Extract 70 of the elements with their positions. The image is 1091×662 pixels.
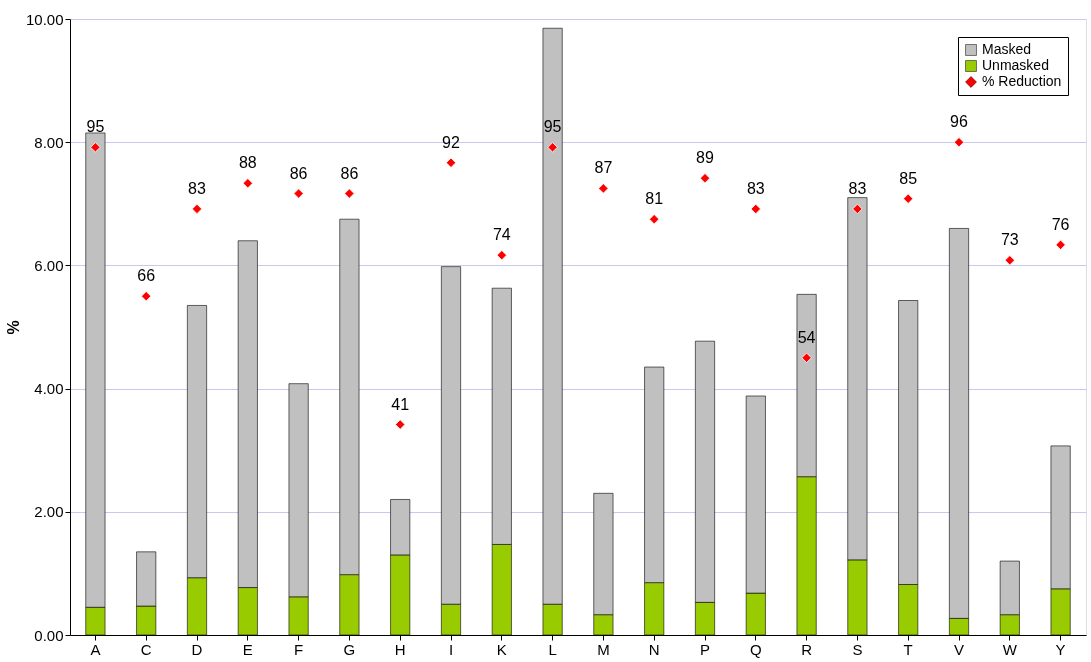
x-tick-label: M <box>597 640 610 658</box>
point <box>293 188 304 199</box>
point <box>1004 255 1015 266</box>
point <box>344 188 355 199</box>
data-label: 85 <box>899 169 918 187</box>
x-tick-label: D <box>191 640 203 658</box>
x-tick-label: A <box>90 640 101 658</box>
data-label: 89 <box>696 149 714 167</box>
data-label: 83 <box>848 179 867 197</box>
data-label: 76 <box>1051 215 1070 233</box>
point <box>90 142 101 153</box>
data-label: 81 <box>645 190 664 208</box>
x-tick-label: L <box>548 640 557 658</box>
data-label: 95 <box>86 118 105 136</box>
x-tick-label: N <box>648 640 660 658</box>
data-label: 92 <box>442 133 460 151</box>
point <box>699 172 711 184</box>
y-tick-label: 0.00 <box>34 626 64 644</box>
data-label: 96 <box>950 113 968 131</box>
data-label: 73 <box>1000 231 1019 249</box>
data-label: 54 <box>797 328 816 346</box>
point <box>903 193 914 204</box>
y-tick-label: 4.00 <box>34 380 64 398</box>
y-tick-label: 2.00 <box>34 503 64 521</box>
x-tick-label: W <box>1002 640 1018 658</box>
y-tick-label: 6.00 <box>34 256 64 274</box>
data-label: 95 <box>543 118 562 136</box>
x-tick-label: P <box>699 640 711 658</box>
data-label: 88 <box>238 154 257 172</box>
legend-label: Masked <box>982 41 1032 57</box>
x-tick-label: I <box>448 640 454 658</box>
data-label: 86 <box>340 164 359 182</box>
point <box>649 214 660 225</box>
x-tick-label: T <box>903 640 913 658</box>
data-label: 74 <box>492 226 511 244</box>
point <box>395 419 406 430</box>
point <box>1055 239 1066 251</box>
data-label: 83 <box>188 179 206 197</box>
x-tick-label: F <box>294 640 304 658</box>
y-tick-label: 10.00 <box>25 10 64 28</box>
y-axis-title: % <box>4 320 22 335</box>
x-tick-label: Y <box>1055 640 1066 658</box>
point <box>445 157 457 168</box>
x-tick-label: R <box>801 640 813 658</box>
x-tick-label: S <box>852 640 863 658</box>
x-tick-label: V <box>953 640 965 658</box>
point <box>242 178 253 189</box>
data-label: 66 <box>137 267 156 285</box>
legend-label: Unmasked <box>982 57 1049 73</box>
x-tick-label: E <box>242 640 253 658</box>
x-tick-label: K <box>496 640 507 658</box>
data-label: 41 <box>391 395 410 413</box>
point <box>496 249 507 261</box>
x-tick-label: C <box>140 640 152 658</box>
x-tick-label: H <box>394 640 406 658</box>
point <box>191 203 203 215</box>
data-label: 87 <box>594 159 613 177</box>
point <box>801 352 812 363</box>
legend-label: % Reduction <box>982 73 1062 89</box>
point <box>750 203 761 215</box>
point <box>953 137 965 148</box>
point <box>598 183 609 194</box>
x-tick-label: G <box>343 640 356 658</box>
y-tick-label: 8.00 <box>34 133 64 151</box>
point <box>141 291 152 302</box>
point <box>852 203 863 215</box>
data-label: 86 <box>289 164 308 182</box>
data-label: 83 <box>746 179 765 197</box>
point <box>547 142 558 153</box>
x-tick-label: Q <box>749 640 762 658</box>
